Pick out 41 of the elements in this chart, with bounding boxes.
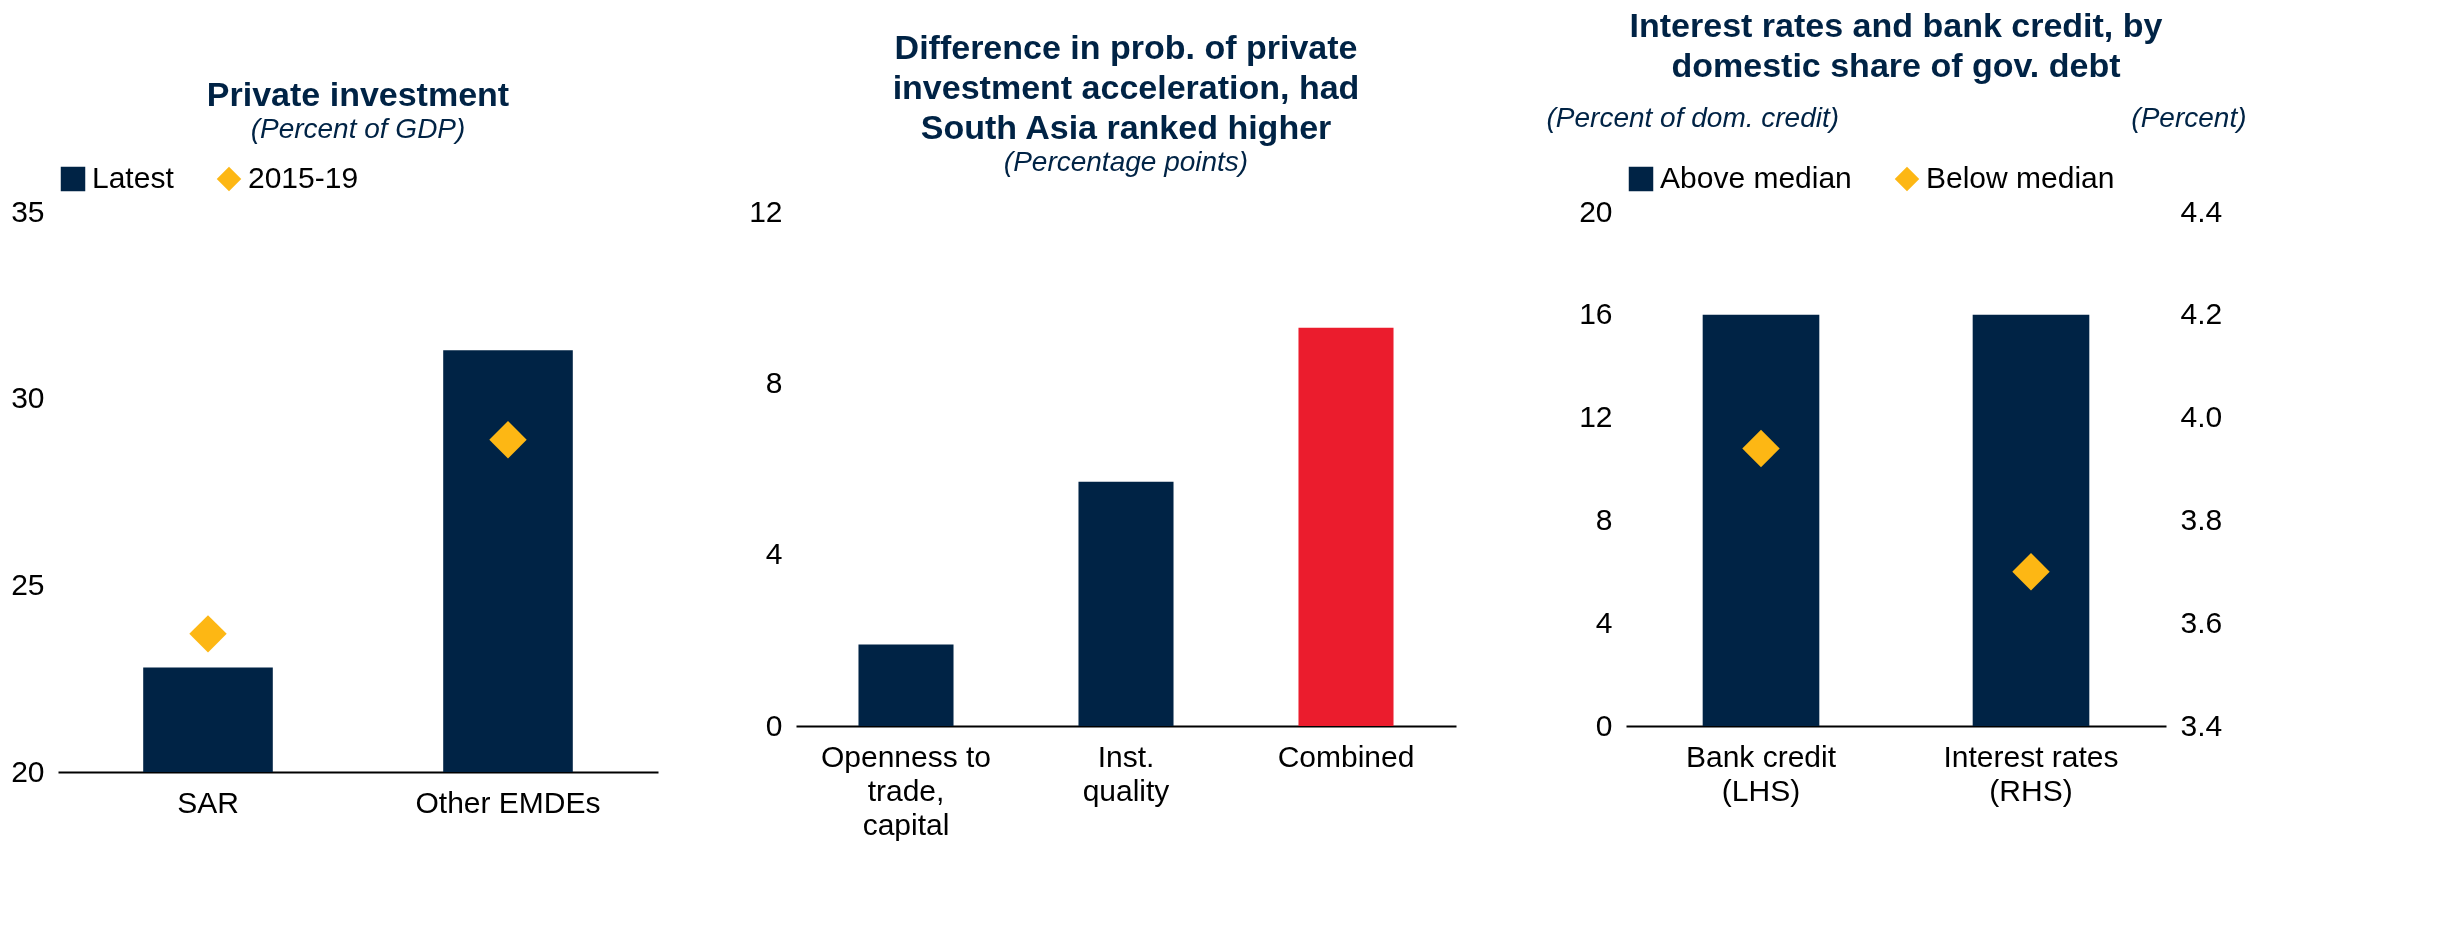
y-tick-label: 30 [11, 381, 45, 415]
chart-subtitle: (Percentage points) [1003, 146, 1249, 177]
y-tick-label: 0 [765, 708, 783, 742]
legend-label: Below median [1926, 161, 2115, 194]
y2-tick-label: 3.6 [2180, 605, 2223, 639]
y-tick-label: 16 [1579, 297, 1613, 331]
chart-title: Difference in prob. of private investment acceleration, had South Asia ranked higher [892, 28, 1360, 146]
y-tick-label: 8 [765, 365, 783, 399]
chart-title: Private investment [206, 75, 510, 113]
chart-subtitle: (Percent of GDP) [250, 113, 466, 144]
y2-tick-label: 4.0 [2180, 400, 2223, 434]
y-axis-title: (Percent of dom. credit) [1546, 101, 1840, 133]
bar [1298, 327, 1394, 726]
x-tick-label: Bank credit (LHS) [1685, 739, 1837, 807]
x-tick-label: Interest rates (RHS) [1943, 739, 2119, 807]
y2-axis-title: (Percent) [2131, 101, 2247, 133]
y-tick-label: 25 [11, 567, 45, 601]
y-tick-label: 20 [1579, 194, 1613, 228]
x-tick-label: Inst. quality [1082, 739, 1170, 807]
bar [1078, 481, 1174, 726]
x-tick-label: Combined [1277, 739, 1415, 773]
legend-label: 2015-19 [248, 161, 359, 194]
y-tick-label: 20 [11, 754, 45, 788]
legend-label: Above median [1660, 161, 1852, 194]
legend-label: Latest [92, 161, 175, 194]
y-tick-label: 0 [1595, 708, 1613, 742]
chart-title: Interest rates and bank credit, by domestic share of gov. debt [1629, 6, 2163, 84]
y-tick-label: 12 [749, 194, 783, 228]
y-tick-label: 12 [1579, 400, 1613, 434]
y2-tick-label: 3.8 [2180, 502, 2223, 536]
y2-tick-label: 3.4 [2180, 708, 2223, 742]
y-tick-label: 35 [11, 194, 45, 228]
y-tick-label: 4 [765, 537, 783, 571]
y2-tick-label: 4.4 [2180, 194, 2223, 228]
x-tick-label: SAR [177, 785, 239, 819]
y2-tick-label: 4.2 [2180, 297, 2223, 331]
y-tick-label: 4 [1595, 605, 1613, 639]
y-tick-label: 8 [1595, 502, 1613, 536]
bar [858, 644, 954, 726]
x-tick-label: Other EMDEs [415, 785, 601, 819]
x-tick-label: Openness to trade, capital [820, 739, 992, 841]
